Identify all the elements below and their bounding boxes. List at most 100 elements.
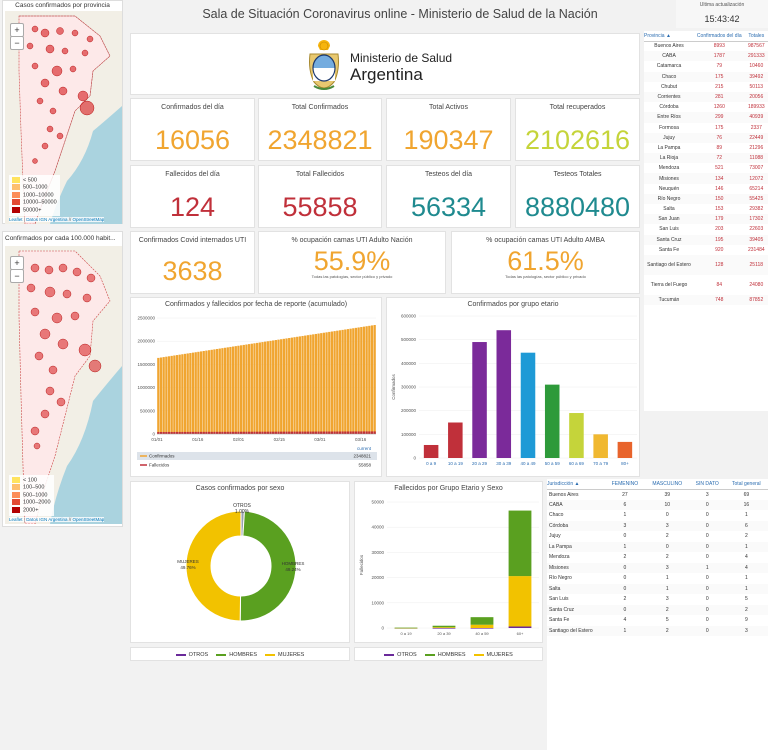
bar-confirmados[interactable] — [280, 339, 283, 434]
bar-confirmados[interactable] — [290, 337, 294, 434]
table-row[interactable]: San Luis 203 22603 — [644, 224, 768, 234]
bar-confirmados[interactable] — [207, 350, 211, 434]
bar-confirmados[interactable] — [341, 329, 344, 434]
bar-confirmados[interactable] — [274, 340, 277, 434]
bar-confirmados[interactable] — [183, 353, 187, 434]
bar-fallecidos[interactable] — [357, 431, 360, 434]
table-row[interactable]: Formosa 175 2337 — [644, 123, 768, 133]
bar-fallecidos[interactable] — [162, 431, 165, 434]
table-row[interactable]: Salta 0 1 0 1 — [547, 583, 768, 594]
bar-fallecidos[interactable] — [221, 431, 224, 434]
bar-confirmados[interactable] — [165, 356, 168, 434]
bar-confirmados[interactable] — [338, 330, 342, 434]
bar-fallecidos[interactable] — [320, 431, 323, 434]
bar-fallecidos[interactable] — [261, 431, 264, 434]
bar-fallecidos[interactable] — [157, 431, 160, 434]
table-row[interactable]: Mendoza 2 2 0 4 — [547, 552, 768, 563]
table-row[interactable]: Santiago del Estero 128 25118 — [644, 254, 768, 275]
bar-fallecidos[interactable] — [368, 431, 371, 434]
table-row[interactable]: Chaco 1 0 0 1 — [547, 510, 768, 521]
bar-fallecidos[interactable] — [338, 431, 342, 434]
table-row[interactable]: Buenos Aires 8993 987567 — [644, 41, 768, 51]
table-row[interactable]: La Rioja 72 11088 — [644, 153, 768, 164]
bar-fallecidos[interactable] — [253, 431, 256, 434]
bar-confirmados[interactable] — [250, 343, 253, 434]
table-row[interactable]: Misiones 134 12072 — [644, 173, 768, 184]
bar-confirmados[interactable] — [330, 331, 334, 434]
bar-confirmados[interactable] — [298, 336, 302, 434]
bar-confirmados[interactable] — [266, 341, 269, 434]
bar-confirmados[interactable] — [253, 343, 256, 434]
bar-fallecidos[interactable] — [242, 431, 245, 434]
bar-fallecidos[interactable] — [223, 431, 227, 434]
table-row[interactable]: Neuquén 146 65214 — [644, 184, 768, 194]
bar-fallecidos[interactable] — [215, 431, 219, 434]
bar-confirmados[interactable] — [159, 357, 163, 434]
bar-fallecidos[interactable] — [178, 431, 181, 434]
zoom-in-button[interactable]: + — [10, 256, 24, 270]
table-row[interactable]: Salta 153 29382 — [644, 204, 768, 214]
bar-age-group[interactable] — [593, 434, 608, 458]
bar-confirmados[interactable] — [213, 349, 216, 434]
leaflet-link[interactable]: Leaflet — [9, 517, 23, 522]
bar-confirmados[interactable] — [189, 353, 192, 434]
bar-fallecidos[interactable] — [365, 431, 368, 434]
bar-confirmados[interactable] — [223, 347, 227, 434]
bar-fallecidos[interactable] — [304, 431, 307, 434]
legend-row-highlight[interactable] — [137, 452, 377, 460]
bar-confirmados[interactable] — [194, 352, 197, 434]
bar-confirmados[interactable] — [360, 327, 363, 434]
bar-fallecidos[interactable] — [373, 431, 376, 434]
bar-fallecidos[interactable] — [282, 431, 285, 434]
bar-confirmados[interactable] — [328, 331, 331, 434]
bar-fallecidos[interactable] — [317, 431, 320, 434]
bar-confirmados[interactable] — [199, 351, 203, 434]
bar-confirmados[interactable] — [309, 334, 312, 434]
table-row[interactable]: San Juan 179 17302 — [644, 214, 768, 225]
table-row[interactable]: Santa Cruz 0 2 0 2 — [547, 604, 768, 615]
bar-fallecidos[interactable] — [237, 431, 240, 434]
bar-fallecidos[interactable] — [285, 431, 288, 434]
bar-age-group[interactable] — [448, 422, 463, 459]
bar-age-group[interactable] — [472, 342, 487, 458]
table-row[interactable]: Jujuy 0 2 0 2 — [547, 531, 768, 542]
bar-fallecidos[interactable] — [234, 431, 237, 434]
bar-confirmados[interactable] — [264, 341, 267, 434]
bar-confirmados[interactable] — [320, 333, 323, 434]
table-row[interactable]: Santa Fe 4 5 0 9 — [547, 615, 768, 626]
bar-confirmados[interactable] — [210, 349, 213, 434]
bar-confirmados[interactable] — [304, 335, 307, 434]
map-canvas[interactable] — [5, 246, 122, 524]
bar-confirmados[interactable] — [306, 335, 310, 434]
map-confirmed[interactable]: Casos confirmados por provincia + − < 50… — [2, 0, 123, 224]
bar-fallecidos[interactable] — [210, 431, 213, 434]
bar-fallecidos[interactable] — [173, 431, 176, 434]
table-row[interactable]: Mendoza 521 73007 — [644, 163, 768, 173]
table-row[interactable]: Santa Fe 920 231484 — [644, 245, 768, 255]
bar-fallecidos[interactable] — [296, 431, 299, 434]
bar-fallecidos[interactable] — [239, 431, 243, 434]
bar-confirmados[interactable] — [277, 339, 280, 434]
bar-fallecidos[interactable] — [349, 431, 352, 434]
bar-confirmados[interactable] — [186, 353, 189, 434]
bar-confirmados[interactable] — [370, 325, 374, 434]
col-header-masculino[interactable]: MASCULINO — [644, 479, 690, 490]
bar-confirmados[interactable] — [191, 352, 195, 434]
bar-fallecidos[interactable] — [341, 431, 344, 434]
bar-otros[interactable] — [508, 626, 532, 628]
legend-mujeres[interactable]: MUJERES — [473, 652, 513, 658]
osm-link[interactable]: OpenStreetMap — [72, 217, 105, 222]
bar-fallecidos[interactable] — [191, 431, 195, 434]
table-row[interactable]: Río Negro 0 1 0 1 — [547, 573, 768, 584]
bar-confirmados[interactable] — [248, 344, 251, 434]
bar-fallecidos[interactable] — [231, 431, 235, 434]
table-row[interactable]: Buenos Aires 27 39 3 69 — [547, 489, 768, 500]
table-row[interactable]: Corrientes 281 20056 — [644, 91, 768, 103]
bar-confirmados[interactable] — [333, 331, 336, 434]
bar-fallecidos[interactable] — [328, 431, 331, 434]
bar-confirmados[interactable] — [314, 333, 318, 434]
bar-confirmados[interactable] — [362, 326, 366, 434]
bar-age-group[interactable] — [423, 444, 439, 458]
table-row[interactable]: Jujuy 76 22449 — [644, 132, 768, 143]
bar-fallecidos[interactable] — [218, 431, 221, 434]
